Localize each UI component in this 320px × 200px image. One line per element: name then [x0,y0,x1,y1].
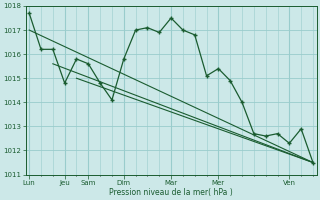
X-axis label: Pression niveau de la mer( hPa ): Pression niveau de la mer( hPa ) [109,188,233,197]
